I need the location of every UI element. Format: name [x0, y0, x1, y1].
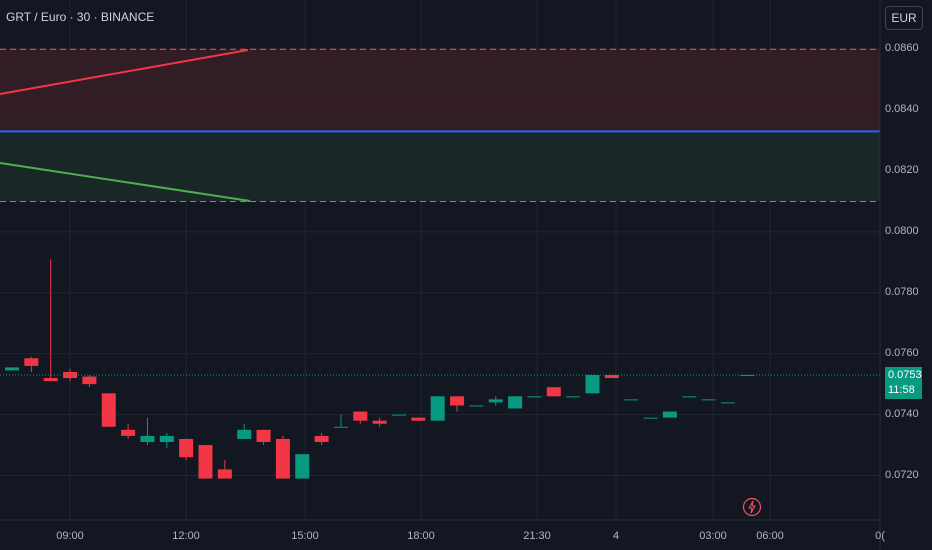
candle-body: [643, 417, 658, 419]
candle-body: [624, 399, 639, 401]
candle-body: [604, 375, 619, 379]
green-trend-line: [0, 162, 251, 202]
time-tick-label: 06:00: [756, 530, 784, 542]
price-tick-label: 0.0740: [885, 407, 919, 420]
candle-body: [585, 375, 600, 394]
candle-body: [701, 399, 716, 401]
price-tick-label: 0.0820: [885, 164, 919, 176]
candle-body: [43, 378, 58, 382]
price-tick-label: 0.0840: [885, 103, 919, 116]
time-tick-label: 15:00: [291, 530, 319, 542]
candle-body: [101, 393, 116, 427]
last-price-value: 0.0753: [888, 369, 922, 381]
price-tick-label: 0.0860: [885, 42, 919, 55]
candle-body: [256, 429, 271, 443]
candle-body: [488, 399, 503, 403]
last-price-badge: 0.0753 11:58: [885, 367, 922, 399]
candle-body: [159, 435, 174, 443]
candle-body: [179, 438, 194, 458]
time-tick-label: 0(: [875, 530, 885, 542]
position-zones: [0, 48, 880, 202]
red-trend-line: [0, 49, 249, 95]
candle-body: [275, 438, 290, 479]
candle-body: [353, 411, 368, 421]
candle-body: [546, 387, 561, 397]
candle-body: [237, 429, 252, 439]
bar-countdown: 11:58: [888, 384, 915, 396]
symbol-title[interactable]: GRT / Euro · 30 · BINANCE: [6, 10, 155, 24]
candle-body: [333, 426, 348, 428]
candle-body: [430, 396, 445, 421]
candle-body: [508, 396, 523, 409]
candle-body: [662, 411, 677, 418]
candle-body: [314, 435, 329, 443]
candle-body: [392, 414, 406, 416]
candle-body: [24, 358, 39, 366]
time-tick-label: 12:00: [172, 530, 200, 542]
target-zone: [0, 131, 880, 202]
lightning-bolt-icon[interactable]: [742, 497, 762, 517]
candle-body: [198, 445, 213, 479]
time-tick-label: 09:00: [56, 530, 84, 542]
time-tick-label: 03:00: [699, 530, 727, 542]
price-tick-label: 0.0760: [885, 346, 919, 359]
candle-body: [372, 420, 387, 424]
currency-button[interactable]: EUR: [885, 6, 923, 30]
candle-body: [82, 376, 97, 385]
candle-body: [217, 469, 232, 479]
candle-body: [5, 367, 19, 371]
time-tick-label: 21:30: [523, 530, 551, 542]
candle-body: [566, 396, 581, 398]
candle-body: [411, 417, 426, 421]
candle-body: [121, 429, 136, 436]
stop-zone: [0, 49, 880, 132]
candles-group: [0, 259, 880, 479]
price-tick-label: 0.0800: [885, 224, 919, 237]
price-tick-label: 0.0720: [885, 468, 919, 481]
candle-body: [720, 402, 735, 404]
candle-body: [63, 371, 78, 379]
candle-body: [469, 405, 484, 407]
candle-body: [527, 396, 542, 398]
candle-body: [682, 396, 697, 398]
price-tick-label: 0.0780: [885, 285, 919, 298]
candle-body: [295, 454, 310, 479]
time-tick-label: 4: [612, 530, 620, 542]
candle-body: [450, 396, 465, 406]
candle-body: [140, 435, 155, 443]
time-tick-label: 18:00: [407, 530, 435, 542]
